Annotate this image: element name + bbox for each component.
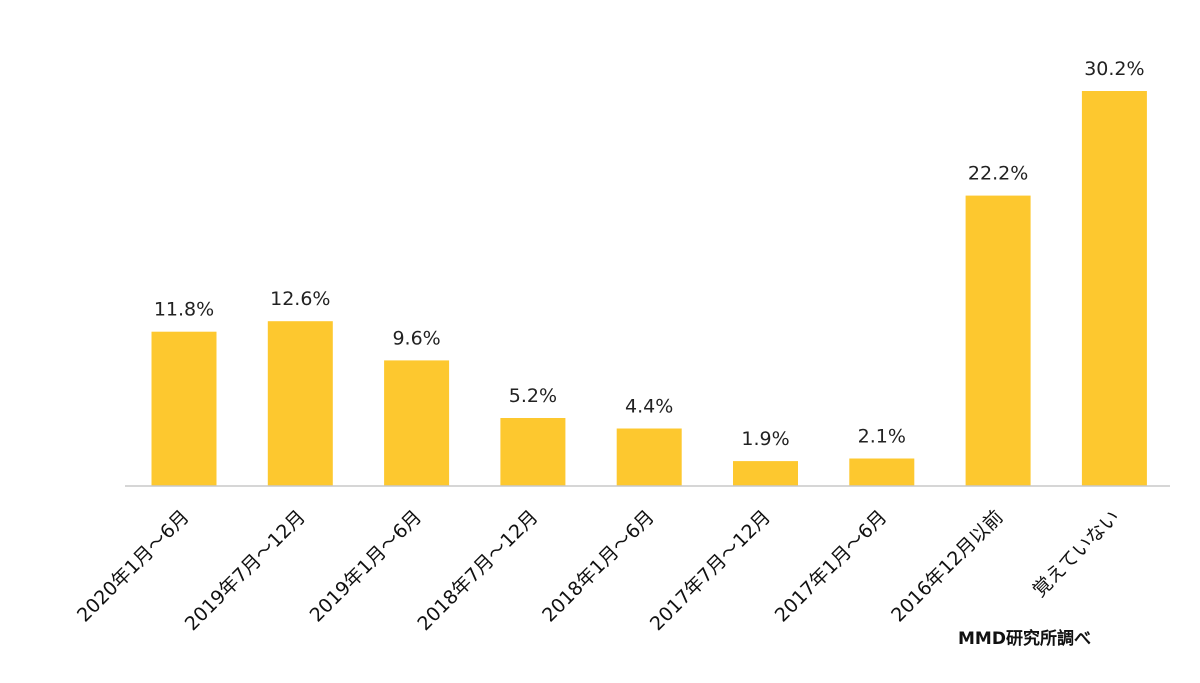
- value-label-1: 11.8%: [154, 299, 214, 321]
- x-tick-label-7: 2017年1月～6月: [771, 506, 892, 627]
- x-tick-label-8: 2016年12月以前: [887, 506, 1008, 627]
- value-label-5: 4.4%: [625, 396, 673, 418]
- bars-group: [151, 91, 1147, 486]
- source-note: MMD研究所調べ: [958, 629, 1091, 649]
- bar-3: [384, 360, 450, 486]
- x-tick-label-3: 2019年1月～6月: [306, 506, 427, 627]
- value-label-3: 9.6%: [392, 327, 440, 349]
- value-label-7: 2.1%: [858, 426, 906, 448]
- x-tick-label-2: 2019年7月～12月: [181, 506, 310, 635]
- value-label-4: 5.2%: [509, 385, 557, 407]
- bar-1: [151, 331, 217, 486]
- x-tick-label-6: 2017年7月～12月: [646, 506, 775, 635]
- bar-6: [733, 461, 798, 486]
- bar-4: [500, 418, 566, 486]
- x-tick-labels-group: 2020年1月～6月2019年7月～12月2019年1月～6月2018年7月～1…: [73, 506, 1124, 635]
- bar-9: [1081, 91, 1147, 486]
- value-label-6: 1.9%: [741, 428, 789, 450]
- bar-8: [965, 195, 1031, 486]
- x-tick-label-1: 2020年1月～6月: [73, 506, 194, 627]
- x-tick-label-9: 覚えていない: [1028, 506, 1124, 602]
- value-labels-group: 11.8% 12.6% 9.6% 5.2% 4.4% 1.9% 2.1% 22.2% 30.2%: [154, 58, 1145, 450]
- value-label-9: 30.2%: [1084, 58, 1144, 80]
- bar-2: [267, 321, 333, 486]
- x-tick-label-4: 2018年7月～12月: [413, 506, 542, 635]
- x-tick-label-5: 2018年1月～6月: [538, 506, 659, 627]
- bar-5: [616, 428, 682, 486]
- bar-7: [849, 458, 915, 486]
- value-label-8: 22.2%: [968, 163, 1028, 185]
- value-label-2: 12.6%: [270, 288, 330, 310]
